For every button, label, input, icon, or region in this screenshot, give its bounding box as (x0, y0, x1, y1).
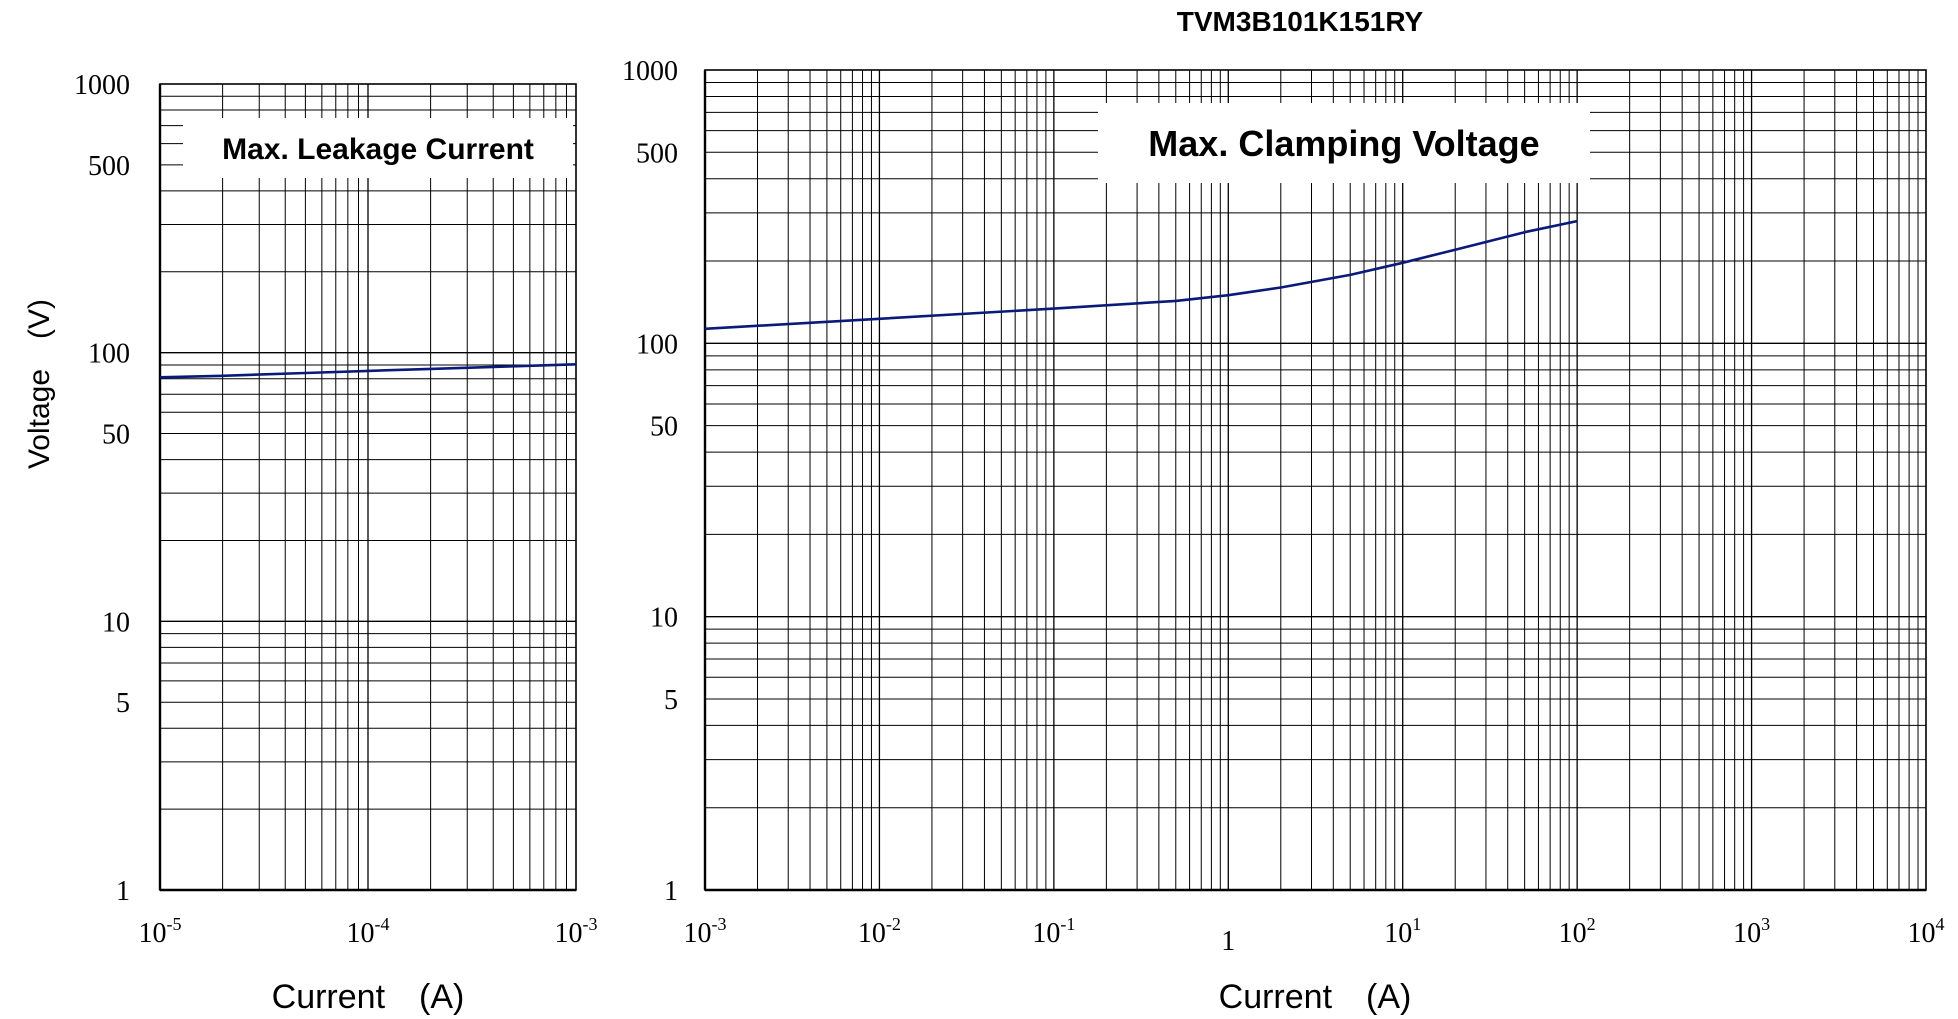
y-tick-label: 1000 (622, 56, 678, 87)
chart-title-background (1098, 103, 1590, 183)
y-tick-label: 1 (664, 876, 678, 907)
x-tick-label: 101 (1384, 914, 1421, 949)
grid (159, 84, 576, 891)
x-tick-label: 104 (1908, 914, 1945, 949)
x-tick-label: 10-4 (347, 914, 390, 949)
x-tick-label: 10-5 (139, 914, 182, 949)
y-tick-label: 100 (636, 329, 678, 360)
y-tick-label: 10 (650, 603, 678, 634)
y-tick-label: 500 (636, 138, 678, 169)
y-tick-label: 500 (88, 151, 130, 182)
chart-title: Max. Clamping Voltage (1148, 123, 1539, 164)
y-tick-label: 5 (664, 685, 678, 716)
y-tick-label: 1 (116, 876, 130, 907)
x-axis-label: Current (A) (272, 978, 465, 1016)
x-axis-label: Current (A) (1219, 978, 1412, 1016)
x-tick-label: 10-1 (1032, 914, 1075, 949)
y-tick-label: 10 (102, 607, 130, 638)
series-line-1 (704, 219, 1578, 331)
y-tick-label: 5 (116, 688, 130, 719)
x-tick-label: 10-2 (858, 914, 901, 949)
plot-frame (704, 69, 1927, 891)
y-tick-label: 50 (102, 420, 130, 451)
chart-title: Max. Leakage Current (222, 133, 534, 166)
chart-panel-1: Max. Leakage Current 1000 500 100 50 10 5 1 10-5… (74, 70, 598, 1016)
grid (704, 70, 1926, 891)
chart-panel-2: Max. Clamping Voltage100050010050105110-… (622, 56, 1945, 1016)
y-tick-label: 1000 (74, 70, 130, 101)
figure-title: TVM3B101K151RY (1176, 6, 1424, 37)
x-tick-label: 10-3 (684, 914, 727, 949)
chart-title-background (183, 118, 573, 178)
x-tick-label: 1 (1221, 926, 1235, 957)
x-tick-label: 103 (1733, 914, 1770, 949)
x-tick-label: 10-3 (555, 914, 598, 949)
y-tick-label: 50 (650, 412, 678, 443)
y-tick-label: 100 (88, 339, 130, 370)
series-line-1 (159, 363, 577, 379)
x-tick-label: 102 (1559, 914, 1596, 949)
